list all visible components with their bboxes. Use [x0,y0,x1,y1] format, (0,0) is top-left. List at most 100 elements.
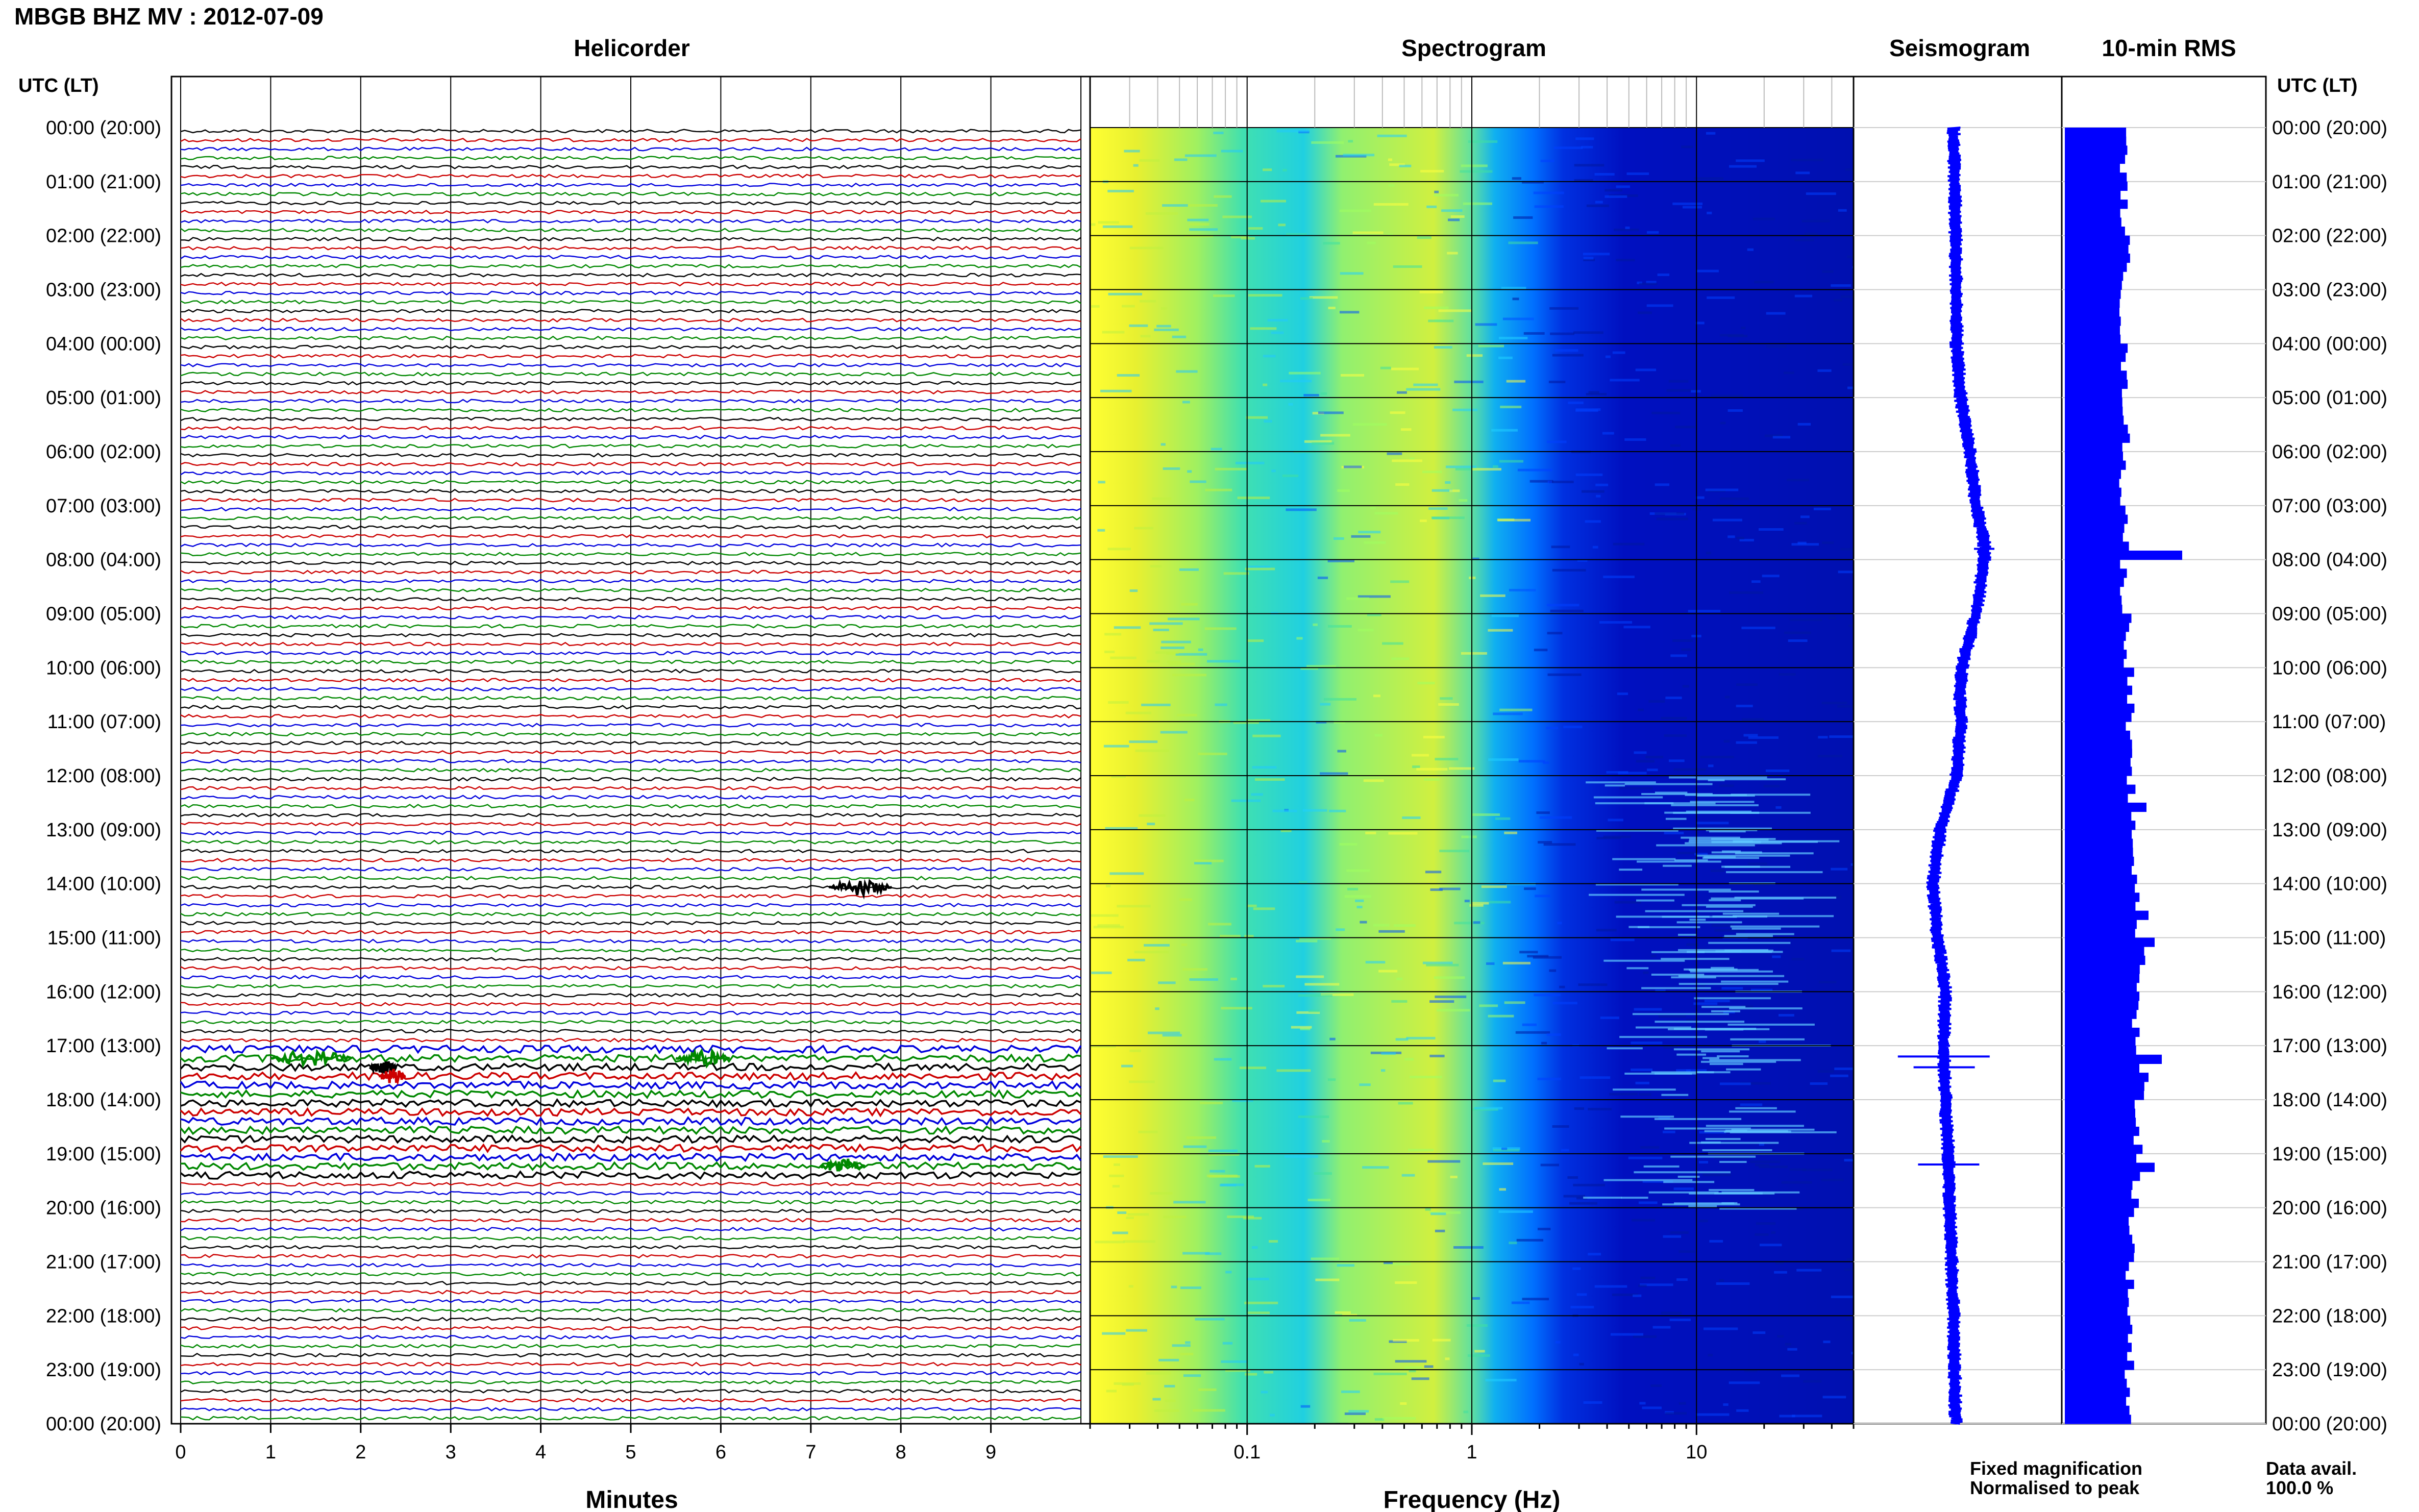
helicorder-trace [180,723,1081,728]
spectrogram-texture-cell [1661,716,1687,720]
spectrogram-energy-streak [1681,836,1740,839]
helicorder-event [368,1061,398,1075]
spectrogram-energy-streak [1641,987,1711,989]
spectrogram-energy-streak [1656,844,1755,847]
spectrogram-texture-cell [1225,1369,1250,1372]
helicorder-trace [180,921,1081,926]
time-labels-left: 00:00 (20:00) 01:00 (21:00) 02:00 (22:00) 0… [46,117,161,1435]
time-label-right: 02:00 (22:00) [2272,226,2387,247]
spectrogram-texture-cell [1588,1253,1601,1256]
spectrogram-texture-cell [1648,700,1665,703]
spectrogram-texture-cell [1575,473,1603,476]
rms-bar [2065,667,2134,677]
helicorder-trace [180,975,1081,980]
rms-bar [2065,722,2126,731]
time-label-left: 04:00 (00:00) [46,333,161,355]
spectrogram-texture-cell [1817,1070,1834,1073]
rms-bar [2065,1090,2144,1100]
spectrogram-texture-cell [1222,1342,1233,1345]
spectrogram-texture-cell [1155,1007,1159,1010]
spectrogram-texture-cell [1329,809,1346,812]
spectrogram-texture-cell [1719,784,1734,787]
spectrogram-texture-cell [1300,667,1318,670]
spectrogram-energy-streak [1709,1059,1801,1061]
spectrogram-energy-streak [1690,970,1773,973]
spectrogram-texture-cell [1296,1011,1320,1014]
spectrogram-texture-cell [1791,159,1823,162]
spectrogram-texture-cell [1337,750,1346,753]
spectrogram-texture-cell [1595,483,1609,486]
spectrogram-texture-cell [1472,1297,1480,1300]
minute-tick-label: 8 [896,1442,906,1463]
spectrogram-texture-cell [1189,978,1218,981]
spectrogram-texture-cell [1642,1180,1673,1183]
spectrogram-texture-cell [1573,1183,1605,1186]
spectrogram-texture-cell [1280,829,1292,832]
spectrogram-texture-cell [1134,527,1153,530]
time-label-right: 09:00 (05:00) [2272,604,2387,625]
rms-bar [2065,361,2121,371]
spectrogram-energy-streak [1689,919,1706,921]
spectrogram-texture-cell [1705,488,1739,491]
helicorder-trace [180,1002,1081,1007]
spectrogram-texture-cell [1504,1001,1525,1004]
spectrogram-texture-cell [1315,1278,1340,1281]
spectrogram-texture-cell [1152,1398,1161,1401]
rms-bar [2065,875,2137,884]
spectrogram-texture-cell [1831,284,1852,287]
rms-bar [2065,883,2135,893]
spectrogram-texture-cell [1700,756,1734,758]
spectrogram-texture-cell [1817,369,1832,372]
rms-bar [2065,415,2124,425]
rms-bar [2065,1019,2132,1028]
helicorder-trace [180,750,1081,755]
spectrogram-texture-cell [1784,371,1794,375]
helicorder-trace [180,255,1081,260]
rms-bar [2065,964,2140,974]
spectrogram-energy-streak [1717,1055,1749,1057]
spectrogram-texture-cell [1617,692,1628,696]
spectrogram-energy-streak [1701,1060,1776,1063]
rms-bar [2065,1036,2136,1046]
spectrogram-texture-cell [1299,881,1307,884]
spectrogram-texture-cell [1381,1052,1396,1055]
spectrogram-texture-cell [1431,489,1453,492]
spectrogram-energy-streak [1726,1068,1761,1071]
spectrogram-texture-cell [1388,184,1395,187]
spectrogram-texture-cell [1471,902,1489,905]
rms-bar [2065,784,2136,794]
helicorder-trace [180,876,1081,881]
rms-bar [2065,893,2140,902]
rms-bar [2065,442,2122,452]
spectrogram-texture-cell [1393,1339,1419,1342]
spectrogram-energy-streak [1676,921,1742,924]
rms-bar [2065,1145,2143,1154]
spectrogram-texture-cell [1344,895,1371,898]
spectrogram-texture-cell [1755,1233,1769,1236]
rms-bar [2065,1135,2134,1145]
spectrogram-energy-streak [1687,951,1772,953]
spectrogram-texture-cell [1183,1145,1207,1148]
spectrogram-texture-cell [1129,1049,1141,1052]
spectrogram-texture-cell [1698,1220,1708,1223]
spectrogram-texture-cell [1740,1082,1771,1085]
rms-bar [2065,920,2137,929]
spectrogram-texture-cell [1723,740,1730,743]
spectrogram-texture-cell [1550,609,1584,612]
spectrogram-texture-cell [1205,488,1232,491]
spectrogram-texture-cell [1352,231,1384,234]
minute-tick-label: 0 [175,1442,186,1463]
spectrogram-energy-streak [1702,857,1759,859]
spectrogram-texture-cell [1513,216,1533,219]
spectrogram-energy-streak [1636,899,1674,902]
spectrogram-texture-cell [1819,981,1837,984]
rms-bar [2065,901,2136,911]
spectrogram-texture-cell [1736,683,1758,686]
rms-bar [2065,1081,2144,1091]
spectrogram-texture-cell [1447,252,1458,255]
helicorder-trace [180,272,1081,278]
spectrogram-texture-cell [1794,294,1813,298]
spectrogram-texture-cell [1638,311,1652,314]
spectrogram-texture-cell [1335,1311,1351,1314]
spectrogram-texture-cell [1632,1219,1656,1222]
